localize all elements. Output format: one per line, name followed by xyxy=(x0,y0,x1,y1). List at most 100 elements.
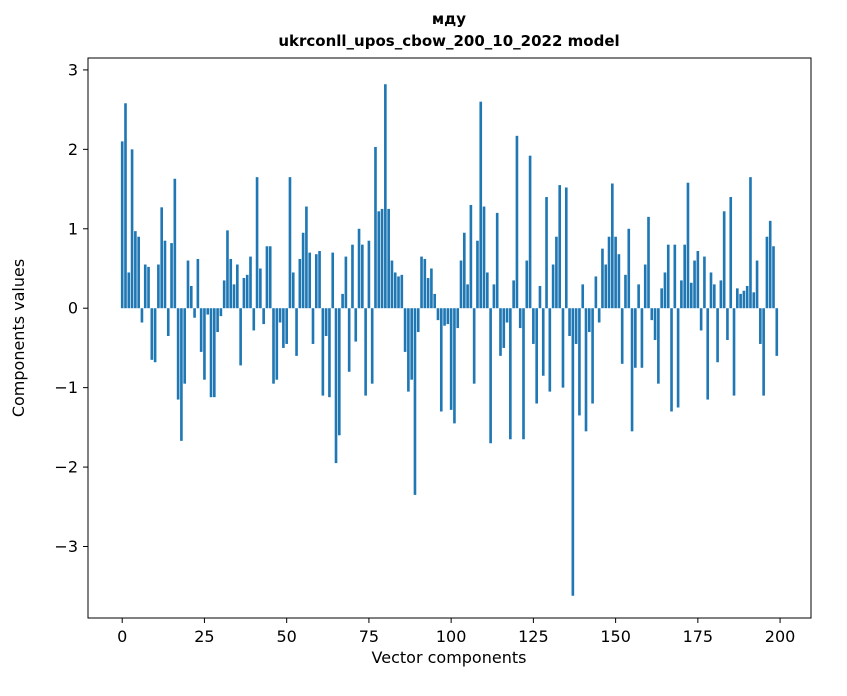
bar xyxy=(226,230,229,309)
bar xyxy=(617,254,621,309)
bar xyxy=(495,212,499,309)
bar xyxy=(295,308,298,356)
bar xyxy=(587,308,591,333)
bar xyxy=(397,276,400,309)
bar xyxy=(522,308,525,440)
bar xyxy=(469,204,473,309)
bar xyxy=(134,231,137,309)
bar xyxy=(683,244,686,309)
bar xyxy=(689,282,693,309)
bar xyxy=(611,183,614,309)
bar xyxy=(528,155,532,309)
bar xyxy=(120,141,124,309)
bar xyxy=(515,135,519,309)
bar xyxy=(712,284,716,309)
bar xyxy=(686,182,690,309)
bar xyxy=(489,308,492,444)
bar xyxy=(347,308,351,372)
bar xyxy=(387,208,390,309)
bar xyxy=(693,260,696,309)
bar xyxy=(657,308,660,384)
bar xyxy=(275,308,279,380)
bar xyxy=(400,274,404,309)
y-axis-label: Components values xyxy=(9,259,28,417)
y-tick-label: 3 xyxy=(68,60,78,79)
bar xyxy=(568,308,571,337)
bar xyxy=(476,240,479,309)
bar xyxy=(124,103,127,309)
bar xyxy=(160,207,163,309)
x-tick-label: 150 xyxy=(600,627,631,646)
bar xyxy=(650,308,654,321)
bar xyxy=(137,236,140,309)
bar xyxy=(265,246,269,309)
x-tick-label: 0 xyxy=(117,627,127,646)
bar xyxy=(370,308,374,384)
bar xyxy=(357,228,361,309)
bar xyxy=(446,308,450,325)
bar xyxy=(456,308,460,329)
x-tick-label: 100 xyxy=(436,627,467,646)
bar xyxy=(127,272,131,309)
bar xyxy=(416,308,420,333)
bar xyxy=(222,280,226,309)
bar xyxy=(249,256,252,309)
bar xyxy=(666,244,670,309)
bar xyxy=(538,285,542,309)
bar xyxy=(561,308,565,388)
bar xyxy=(703,256,706,309)
bar xyxy=(337,308,341,436)
bar xyxy=(765,236,769,309)
bar xyxy=(545,197,548,309)
bar xyxy=(242,278,246,309)
bar xyxy=(558,185,562,309)
bar xyxy=(173,178,177,309)
bar xyxy=(232,284,236,309)
bar xyxy=(268,246,272,309)
bar xyxy=(729,197,733,309)
x-tick-label: 25 xyxy=(194,627,214,646)
bar xyxy=(288,177,292,309)
bar xyxy=(213,308,216,398)
bar xyxy=(745,285,749,309)
bar xyxy=(739,293,742,309)
bar xyxy=(298,258,302,309)
bar xyxy=(377,211,381,309)
bar xyxy=(466,284,469,309)
bar xyxy=(722,211,726,309)
bar xyxy=(499,308,502,356)
x-tick-label: 125 xyxy=(518,627,549,646)
bar xyxy=(630,308,634,432)
bar xyxy=(736,288,739,309)
bar xyxy=(486,272,489,309)
bar xyxy=(709,272,713,309)
bar xyxy=(176,308,180,400)
bar xyxy=(140,308,144,323)
bar xyxy=(331,252,335,309)
bar xyxy=(594,276,598,309)
bar xyxy=(548,308,552,392)
bar xyxy=(245,274,249,309)
bar xyxy=(413,308,417,495)
bar xyxy=(518,308,522,329)
bar xyxy=(601,248,604,309)
bar xyxy=(209,308,213,398)
bar xyxy=(433,293,437,309)
bar xyxy=(259,268,262,309)
bar xyxy=(532,308,535,344)
bar xyxy=(341,293,344,309)
axes-frame xyxy=(87,57,812,619)
bar xyxy=(571,308,575,596)
bar xyxy=(581,284,585,309)
bar xyxy=(130,149,134,309)
bar xyxy=(597,308,601,323)
bar xyxy=(426,278,430,309)
bar xyxy=(367,240,371,309)
bar xyxy=(183,308,187,384)
x-tick-label: 75 xyxy=(359,627,379,646)
bar xyxy=(206,308,210,315)
bar xyxy=(624,274,627,309)
bar xyxy=(726,308,729,340)
bar xyxy=(647,216,650,309)
bar xyxy=(285,308,288,344)
